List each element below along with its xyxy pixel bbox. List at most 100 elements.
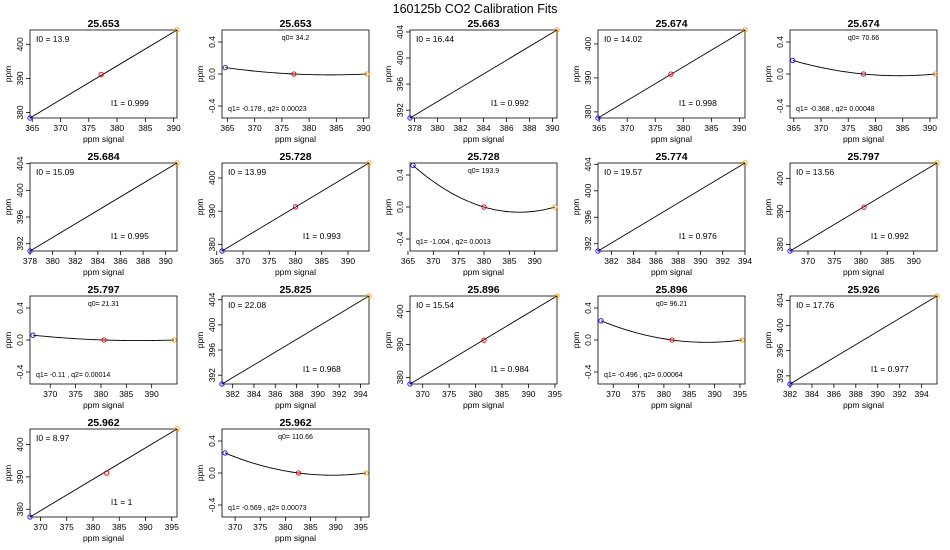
x-tick-label: 390 [528,256,542,266]
x-tick-label: 382 [68,256,82,266]
x-tick-label: 378 [23,256,37,266]
x-axis-label: ppm signal [843,134,884,144]
data-point [787,248,793,254]
intercept-label: I0 = 13.56 [796,167,834,177]
y-tick-label: 0.0 [207,467,217,479]
x-tick-label: 365 [787,123,801,133]
slope-label: I1 = 0.998 [679,98,717,108]
data-point [481,337,487,343]
x-axis-label: ppm signal [651,134,692,144]
x-tick-label: 385 [329,123,343,133]
panel-4: 25.674 365 370 375 380 385 390 380 390 400 ppm sig… [571,18,748,144]
x-tick-label: 365 [401,256,415,266]
x-tick-label: 395 [354,522,368,532]
q1-q2-label: q1= -0.178 , q2= 0.00023 [228,106,307,113]
y-tick-label: 400 [207,171,217,185]
y-tick-label: 380 [15,105,25,119]
x-tick-label: 375 [648,123,662,133]
y-axis-label: ppm [383,199,393,216]
x-tick-label: 380 [110,123,124,133]
q1-q2-label: q1= -0.11 , q2= 0.00014 [36,372,110,379]
data-point [934,160,940,166]
x-tick-label: 375 [827,256,841,266]
data-point [790,57,796,64]
x-axis-label: ppm signal [463,267,504,277]
data-point [363,470,369,476]
intercept-label: I0 = 16.44 [416,34,454,44]
intercept-label: I0 = 15.09 [36,167,74,177]
y-axis-label: ppm [195,199,205,216]
y-axis-label: ppm [195,465,205,482]
y-axis-label: ppm [3,465,13,482]
slope-label: I1 = 1 [111,497,133,507]
x-tick-label: 390 [356,123,370,133]
fit-curve [792,59,936,77]
x-tick-label: 385 [112,522,126,532]
x-tick-label: 390 [521,389,535,399]
data-point [291,71,297,77]
slope-label: I1 = 0.968 [303,364,341,374]
y-tick-label: 380 [775,237,785,251]
x-tick-label: 365 [220,123,234,133]
x-tick-label: 370 [236,256,250,266]
y-tick-label: 390 [583,71,593,85]
x-tick-label: 385 [502,256,516,266]
fit-line [790,296,937,384]
fit-line [30,163,177,251]
x-tick-label: 365 [592,123,606,133]
panel-title: 25.674 [847,18,879,30]
data-point [410,162,416,169]
data-point [861,204,867,210]
x-axis-label: ppm signal [651,267,692,277]
panel-title: 25.684 [87,151,119,163]
panels-grid: 25.653 365 370 375 380 385 390 380 390 400 ppm sig… [3,18,940,543]
plot-frame [29,162,178,252]
y-tick-label: 0.0 [15,334,25,346]
data-point [787,381,793,387]
q0-label: q0= 110.66 [278,434,313,441]
y-tick-label: 400 [775,318,785,332]
plot-frame [409,295,558,385]
y-axis-label: ppm [3,199,13,216]
fit-curve [412,165,556,213]
y-tick-label: 392 [207,368,217,382]
x-tick-label: 386 [649,256,663,266]
panel-title: 25.797 [87,284,119,296]
y-tick-label: 390 [775,204,785,218]
x-tick-label: 370 [416,389,430,399]
x-tick-label: 380 [854,256,868,266]
data-point [366,160,372,166]
x-tick-label: 375 [82,123,96,133]
x-tick-label: 390 [341,256,355,266]
y-tick-label: 396 [395,77,405,91]
x-axis-label: ppm signal [843,267,884,277]
y-axis-label: ppm [571,66,581,83]
x-tick-label: 385 [495,389,509,399]
x-axis-label: ppm signal [83,400,124,410]
data-point [222,450,228,456]
y-tick-label: 400 [207,318,217,332]
y-axis-label: ppm [195,332,205,349]
x-tick-label: 384 [805,389,819,399]
panel-13: 25.896 370 375 380 385 390 395 380 390 400 ppm sig… [383,284,562,410]
x-tick-label: 390 [138,522,152,532]
x-tick-label: 370 [426,256,440,266]
x-axis-label: ppm signal [83,533,124,543]
x-tick-label: 386 [113,256,127,266]
fit-curve [224,452,367,476]
intercept-label: I0 = 13.9 [36,34,70,44]
slope-label: I1 = 0.977 [871,364,909,374]
data-point [295,470,302,476]
x-tick-label: 394 [738,256,752,266]
y-tick-label: -0.4 [775,98,785,113]
x-tick-label: 370 [33,522,47,532]
x-tick-label: 390 [923,123,937,133]
plot-frame [789,295,938,385]
data-point [407,381,413,387]
slope-label: I1 = 0.993 [303,231,341,241]
panel-17: 25.962 370 375 380 385 390 395 -0.4 0.0 0.4 ppm si… [195,417,370,543]
panel-10: 25.797 370 375 380 385 390 380 390 400 ppm signal… [763,151,940,277]
y-tick-label: 0.4 [775,36,785,48]
data-point [222,64,228,71]
panel-11: 25.797 370 375 380 385 390 -0.4 0.0 0.4 ppm signa… [3,284,178,410]
